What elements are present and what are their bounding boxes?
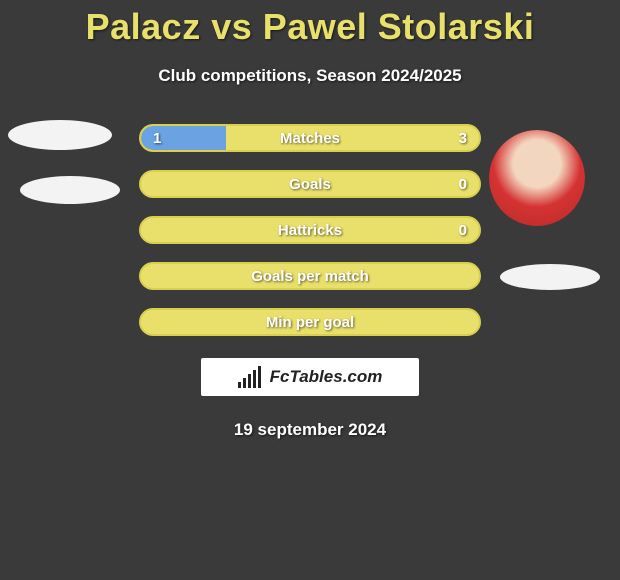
stat-row-hattricks: Hattricks 0 xyxy=(139,216,481,244)
decor-oval-2 xyxy=(20,176,120,204)
stat-value-right: 3 xyxy=(459,130,467,147)
decor-oval-3 xyxy=(500,264,600,290)
stat-row-goals-per-match: Goals per match xyxy=(139,262,481,290)
stat-label: Min per goal xyxy=(266,314,354,331)
chart-icon xyxy=(238,366,264,388)
stat-label: Hattricks xyxy=(278,222,342,239)
stats-container: 1 Matches 3 Goals 0 Hattricks 0 Goals pe… xyxy=(139,124,481,336)
stat-row-min-per-goal: Min per goal xyxy=(139,308,481,336)
decor-oval-1 xyxy=(8,120,112,150)
stat-row-matches: 1 Matches 3 xyxy=(139,124,481,152)
date-text: 19 september 2024 xyxy=(0,420,620,440)
stat-value-right: 0 xyxy=(459,222,467,239)
subtitle: Club competitions, Season 2024/2025 xyxy=(0,66,620,86)
player-right-avatar xyxy=(489,130,585,226)
fctables-logo[interactable]: FcTables.com xyxy=(201,358,419,396)
stat-label: Goals xyxy=(289,176,331,193)
logo-text: FcTables.com xyxy=(270,367,383,387)
stat-value-right: 0 xyxy=(459,176,467,193)
stat-label: Matches xyxy=(280,130,340,147)
stat-value-left: 1 xyxy=(153,130,161,147)
stat-row-goals: Goals 0 xyxy=(139,170,481,198)
page-title: Palacz vs Pawel Stolarski xyxy=(0,0,620,48)
stat-label: Goals per match xyxy=(251,268,369,285)
